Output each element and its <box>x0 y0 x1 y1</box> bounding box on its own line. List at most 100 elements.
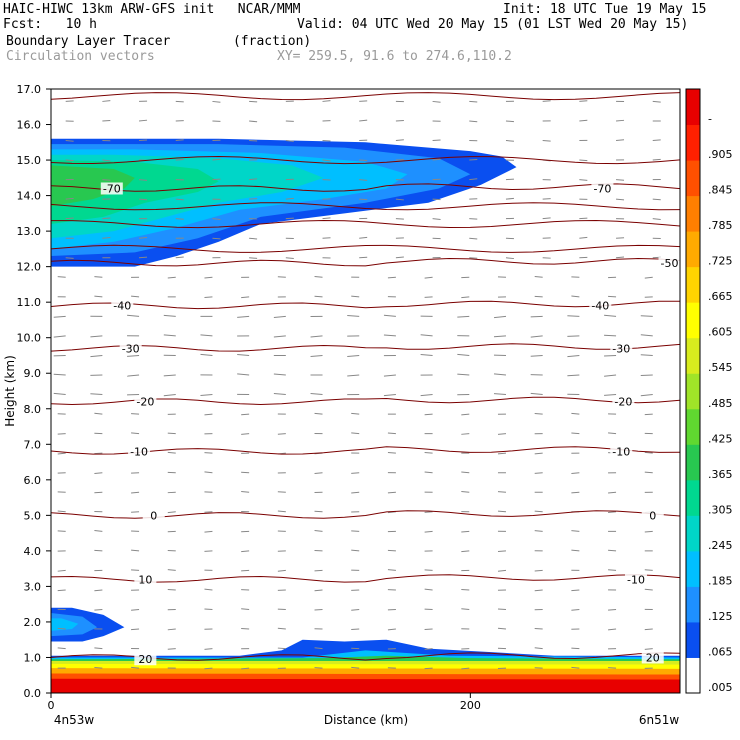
circulation-vector <box>461 588 470 591</box>
circulation-vector <box>571 295 580 298</box>
circulation-vector <box>424 648 433 650</box>
circulation-vector <box>277 647 286 650</box>
circulation-vector <box>359 236 368 239</box>
circulation-vector <box>424 588 433 591</box>
contour-label-bg <box>111 299 134 312</box>
contour-label-bg <box>142 509 165 522</box>
circulation-vector <box>534 589 543 592</box>
circulation-vector <box>53 373 66 376</box>
circulation-vector <box>542 198 551 200</box>
circulation-vector <box>644 471 653 474</box>
y-tick-label: 12.0 <box>17 261 42 274</box>
circulation-vector <box>644 530 653 533</box>
colorbar-label: .665 <box>708 290 733 303</box>
circulation-vector <box>277 491 286 493</box>
circulation-vector <box>497 491 507 493</box>
colorbar-label: .905 <box>708 148 733 161</box>
circulation-vector <box>604 394 617 396</box>
colorbar-label: .185 <box>708 574 733 587</box>
y-tick-label: 14.0 <box>17 190 42 203</box>
circulation-vector <box>53 315 66 318</box>
circulation-vector <box>469 100 478 103</box>
circulation-vector <box>608 667 617 669</box>
circulation-vector <box>652 218 661 220</box>
circulation-vector <box>424 471 433 474</box>
circulation-vector <box>139 179 148 181</box>
contour-label: -70 <box>103 182 121 195</box>
circulation-vector <box>351 295 360 298</box>
circulation-vector <box>579 217 588 220</box>
circulation-vector <box>314 276 323 278</box>
colorbar-swatch <box>686 337 700 374</box>
circulation-vector <box>571 432 580 435</box>
contour-label: -10 <box>627 573 645 586</box>
circulation-vector <box>542 140 551 142</box>
circulation-vector <box>204 667 213 670</box>
circulation-vector <box>57 589 66 592</box>
circulation-vector <box>571 549 580 552</box>
colorbar-swatch <box>686 160 700 197</box>
circulation-vector <box>604 314 617 317</box>
circulation-vector <box>212 100 221 103</box>
circulation-vector <box>139 139 148 142</box>
boundary-layer-band <box>51 678 680 693</box>
circulation-vector <box>351 472 360 474</box>
circulation-vector <box>644 628 653 631</box>
circulation-vector <box>131 569 140 571</box>
contour-label-bg <box>612 395 635 408</box>
temperature-contour <box>51 183 680 192</box>
y-tick-label: 9.0 <box>24 367 42 380</box>
circulation-vector <box>204 588 213 591</box>
circulation-vector <box>322 159 331 162</box>
circulation-vector <box>167 432 176 435</box>
circulation-vector <box>175 159 184 161</box>
circulation-vector <box>497 510 507 513</box>
circulation-vector <box>131 549 140 552</box>
colorbar-swatch <box>686 302 700 339</box>
circulation-vector <box>163 374 176 377</box>
circulation-vector <box>65 159 74 162</box>
circulation-vector <box>285 197 294 200</box>
circulation-vector <box>322 217 331 220</box>
circulation-vector <box>571 530 580 532</box>
contour-label: -20 <box>136 396 154 409</box>
circulation-vector <box>241 628 250 630</box>
colorbar-label: .485 <box>708 397 733 410</box>
circulation-vector <box>175 198 184 201</box>
circulation-vector <box>579 179 588 181</box>
circulation-vector <box>469 159 478 161</box>
circulation-vector <box>65 100 74 102</box>
y-axis-label: Height (km) <box>3 355 17 426</box>
circulation-vector <box>167 588 176 591</box>
circulation-vector <box>530 335 543 338</box>
circulation-vector <box>542 100 551 102</box>
contour-label-bg <box>100 182 123 195</box>
circulation-vector <box>131 413 140 415</box>
circulation-vector <box>579 119 588 122</box>
circulation-vector <box>204 276 213 279</box>
circulation-vector <box>424 296 433 298</box>
circulation-vector <box>127 354 140 357</box>
contour-label: 10 <box>138 573 152 586</box>
circulation-vector <box>461 296 470 299</box>
circulation-vector <box>237 315 250 318</box>
field-title: Boundary Layer Tracer (fraction) <box>6 34 312 49</box>
circulation-vector <box>241 550 250 553</box>
circulation-vector <box>212 237 221 240</box>
contour-label-bg <box>658 257 681 270</box>
circulation-vector <box>285 257 294 260</box>
circulation-vector <box>131 666 140 669</box>
circulation-vector <box>616 198 625 201</box>
circulation-vector <box>469 120 478 123</box>
circulation-vector <box>314 647 323 650</box>
circulation-vector <box>285 140 294 142</box>
contour-label: 0 <box>150 509 157 522</box>
colorbar-swatch <box>686 195 700 232</box>
circulation-vector <box>461 491 470 493</box>
circulation-vector <box>534 412 543 415</box>
circulation-vector <box>102 119 111 122</box>
circulation-vector <box>383 334 396 337</box>
circulation-vector <box>351 666 360 669</box>
contour-label: -30 <box>122 342 140 355</box>
contour-label: 0 <box>649 509 656 522</box>
